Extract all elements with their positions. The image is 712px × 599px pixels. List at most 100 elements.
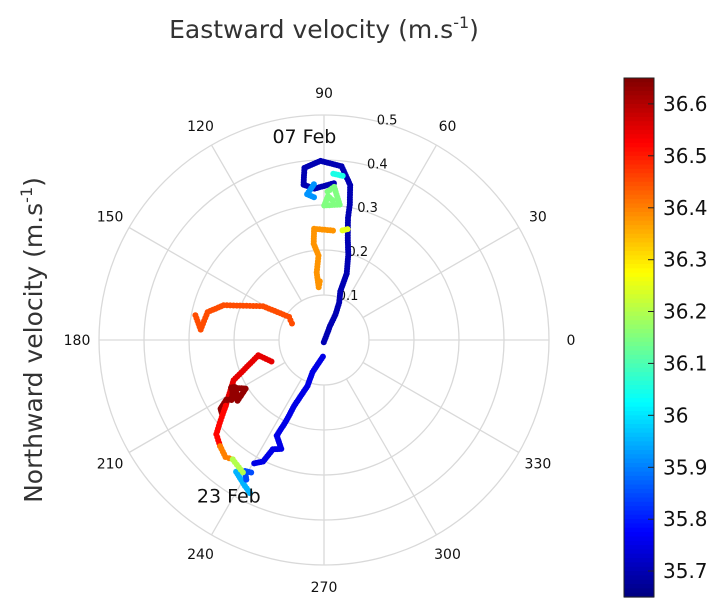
colorbar-segment xyxy=(624,389,654,395)
colorbar-frame xyxy=(623,77,655,598)
colorbar-segment xyxy=(624,454,654,460)
angle-tick-label: 180 xyxy=(64,333,91,349)
colorbar-segment xyxy=(624,324,654,330)
colorbar-segment xyxy=(624,514,654,520)
angle-tick-label: 210 xyxy=(97,457,124,473)
colorbar-segment xyxy=(624,424,654,429)
colorbar-segment xyxy=(624,419,654,425)
grid-spoke xyxy=(128,361,286,454)
annotation-label: 07 Feb xyxy=(272,126,336,148)
colorbar-segment xyxy=(624,354,654,360)
chart-title: Eastward velocity (m.s-1) xyxy=(169,13,479,44)
angle-tick-label: 0 xyxy=(567,333,576,349)
colorbar-tick-label: 35.9 xyxy=(663,455,708,479)
colorbar-segment xyxy=(624,78,654,83)
data-point xyxy=(344,226,351,233)
colorbar-segment xyxy=(624,238,654,243)
colorbar-segment xyxy=(624,510,654,516)
colorbar-segment xyxy=(624,276,654,282)
colorbar-segment xyxy=(624,315,654,321)
colorbar-segment xyxy=(624,566,654,572)
colorbar-segment xyxy=(624,411,654,416)
data-points xyxy=(192,157,354,497)
colorbar-tick-label: 36.5 xyxy=(663,144,708,168)
colorbar-segment xyxy=(624,402,654,408)
colorbar-segment xyxy=(624,519,654,525)
colorbar-tick-label: 35.7 xyxy=(663,559,708,583)
annotation-label: 23 Feb xyxy=(197,485,261,507)
colorbar-segment xyxy=(624,251,654,256)
radial-tick-label: 0.3 xyxy=(357,201,378,216)
colorbar-segment xyxy=(624,229,654,235)
colorbar-segment xyxy=(624,203,654,209)
colorbar-segment xyxy=(624,553,654,559)
colorbar-tick-label: 35.8 xyxy=(663,507,708,531)
colorbar-segment xyxy=(624,138,654,144)
colorbar-segment xyxy=(624,523,654,529)
colorbar-segment xyxy=(624,584,654,589)
colorbar-segment xyxy=(624,263,654,269)
colorbar-segment xyxy=(624,475,654,481)
data-point xyxy=(192,312,199,319)
colorbar-segment xyxy=(624,155,654,161)
grid-spoke xyxy=(362,226,520,319)
colorbar-segment xyxy=(624,545,654,551)
colorbar-segment xyxy=(624,562,654,568)
colorbar-tick-label: 36.4 xyxy=(663,196,708,220)
colorbar-segment xyxy=(624,415,654,421)
colorbar-segment xyxy=(624,445,654,451)
colorbar-segment xyxy=(624,311,654,317)
angle-tick-label: 90 xyxy=(315,86,333,102)
colorbar-segment xyxy=(624,298,654,304)
radial-tick-label: 0.4 xyxy=(367,157,388,172)
colorbar-segment xyxy=(624,259,654,265)
colorbar-segment xyxy=(624,220,654,226)
colorbar-segment xyxy=(624,467,654,473)
colorbar-tick-label: 36.3 xyxy=(663,248,708,272)
angle-tick-label: 120 xyxy=(187,119,214,135)
colorbar-segment xyxy=(624,571,654,576)
colorbar-segment xyxy=(624,112,654,118)
angle-tick-label: 270 xyxy=(311,580,338,596)
colorbar-segment xyxy=(624,592,654,598)
colorbar-segment xyxy=(624,142,654,148)
angle-tick-label: 150 xyxy=(97,210,124,226)
colorbar-segment xyxy=(624,432,654,438)
colorbar-segment xyxy=(624,103,654,109)
colorbar-segment xyxy=(624,488,654,494)
colorbar-segment xyxy=(624,428,654,434)
grid-spoke xyxy=(210,144,303,302)
colorbar-segment xyxy=(624,359,654,365)
colorbar-segment xyxy=(624,246,654,252)
colorbar-segment xyxy=(624,281,654,287)
colorbar-segment xyxy=(624,549,654,555)
colorbar-segment xyxy=(624,199,654,205)
colorbar-segment xyxy=(624,242,654,248)
grid-spoke xyxy=(345,144,438,302)
data-point xyxy=(330,197,336,204)
colorbar-segment xyxy=(624,108,654,114)
colorbar-segment xyxy=(624,207,654,213)
colorbar-segment xyxy=(624,363,654,369)
data-point xyxy=(251,460,258,467)
colorbar-segment xyxy=(624,376,654,382)
colorbar-segment xyxy=(624,350,654,356)
colorbar-segment xyxy=(624,82,654,88)
colorbar-segment xyxy=(624,134,654,140)
angle-tick-labels: 0 30 60 90 120 150 180 210 240 270 300 330 xyxy=(64,86,576,596)
colorbar-segment xyxy=(624,575,654,581)
colorbar-segment xyxy=(624,95,654,101)
colorbar-segment xyxy=(624,151,654,157)
colorbar-segment xyxy=(624,129,654,135)
colorbar-segment xyxy=(624,493,654,499)
colorbar-segment xyxy=(624,367,654,373)
angle-tick-label: 60 xyxy=(439,119,457,135)
colorbar-segment xyxy=(624,333,654,339)
colorbar-segment xyxy=(624,501,654,507)
colorbar-segment xyxy=(624,372,654,378)
data-point xyxy=(239,469,246,476)
colorbar-segment xyxy=(624,86,654,92)
colorbar-segment xyxy=(624,398,654,403)
colorbar-segment xyxy=(624,471,654,477)
